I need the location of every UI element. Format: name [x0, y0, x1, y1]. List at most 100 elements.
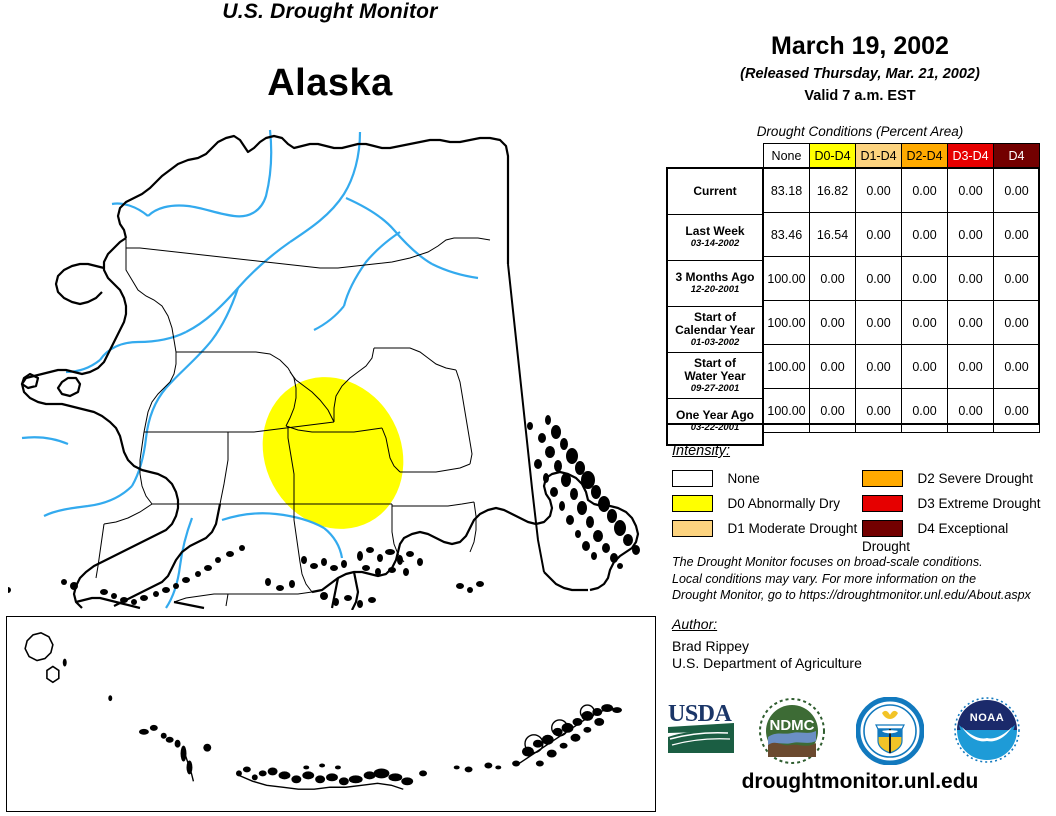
rivers	[21, 129, 479, 609]
legend-item-d3[interactable]: D3 Extreme Drought	[862, 495, 1041, 515]
aleutian-islands-inset[interactable]	[6, 616, 656, 812]
col-header-none: None	[763, 143, 810, 169]
legend-label: D0 Abnormally Dry	[727, 496, 840, 512]
col-header-d1d4: D1-D4	[855, 143, 902, 169]
aleutian-chain	[24, 631, 60, 684]
aleutian-islets	[62, 658, 622, 786]
row-label-3-months-ago: 3 Months Ago 12-20-2001	[667, 260, 763, 307]
table-row: 100.00 0.00 0.00 0.00 0.00 0.00	[763, 388, 1040, 433]
legend-item-d0[interactable]: D0 Abnormally Dry	[672, 495, 840, 515]
borough-boundaries	[95, 237, 491, 607]
row-label: Last Week	[685, 224, 745, 238]
report-date: March 19, 2002	[771, 32, 949, 60]
row-label-last-week: Last Week 03-14-2002	[667, 214, 763, 261]
row-label-one-year-ago: One Year Ago 03-22-2001	[667, 398, 763, 445]
alaska-main-map[interactable]	[8, 120, 660, 610]
table-row: 100.00 0.00 0.00 0.00 0.00 0.00	[763, 300, 1040, 345]
cell: 0.00	[993, 300, 1040, 345]
intensity-legend-title: Intensity:	[672, 443, 731, 459]
legend-item-d4[interactable]: D4 Exceptional Drought	[862, 520, 1056, 554]
table-row-labels: Current Last Week 03-14-2002 3 Months Ag…	[666, 167, 764, 446]
col-header-d3d4: D3-D4	[947, 143, 994, 169]
legend-swatch-d2	[862, 470, 903, 488]
noaa-logo[interactable]: NOAA	[954, 697, 1020, 763]
island-speckle	[8, 415, 640, 608]
cell: 100.00	[763, 256, 810, 301]
legend-swatch-d0	[672, 495, 713, 513]
svg-text:NDMC: NDMC	[770, 717, 815, 734]
cell: 16.54	[809, 212, 856, 257]
release-date: (Released Thursday, Mar. 21, 2002)	[740, 66, 980, 82]
cell: 0.00	[901, 300, 948, 345]
col-header-d2d4: D2-D4	[901, 143, 948, 169]
legend-item-d2[interactable]: D2 Severe Drought	[862, 470, 1033, 490]
table-caption: Drought Conditions (Percent Area)	[756, 124, 964, 139]
cell: 0.00	[901, 388, 948, 433]
svg-text:NOAA: NOAA	[970, 712, 1004, 724]
svg-text:USDA: USDA	[668, 701, 733, 727]
legend-swatch-none	[672, 470, 713, 488]
table-row: 100.00 0.00 0.00 0.00 0.00 0.00	[763, 256, 1040, 301]
notes-line-2: Local conditions may vary. For more info…	[672, 571, 977, 586]
cell: 0.00	[809, 388, 856, 433]
row-date: 01-03-2002	[690, 336, 740, 348]
cell: 0.00	[855, 388, 902, 433]
ndmc-logo[interactable]: NDMC	[758, 697, 826, 765]
alaska-coastline	[20, 134, 640, 610]
cell: 0.00	[809, 344, 856, 389]
legend-label: D2 Severe Drought	[917, 471, 1034, 487]
legend-label: D1 Moderate Drought	[727, 521, 858, 537]
commerce-seal-logo[interactable]	[855, 696, 925, 766]
legend-label: D4 Exceptional Drought	[862, 521, 1009, 555]
d0-drought-area	[262, 377, 404, 529]
cell: 0.00	[947, 300, 994, 345]
cell: 0.00	[809, 300, 856, 345]
logo-strip: USDA NDMC	[666, 696, 1046, 769]
row-label: Start of Calendar Year	[675, 309, 755, 337]
row-label-current: Current	[667, 168, 763, 215]
cell: 0.00	[947, 256, 994, 301]
cell: 100.00	[763, 388, 810, 433]
cell: 0.00	[901, 212, 948, 257]
map-subtitle: U.S. Drought Monitor	[222, 0, 438, 23]
legend-swatch-d1	[672, 520, 713, 538]
cell: 0.00	[993, 212, 1040, 257]
table-row: 83.46 16.54 0.00 0.00 0.00 0.00	[763, 212, 1040, 257]
legend-label: D3 Extreme Drought	[917, 496, 1041, 512]
drought-conditions-table: None D0-D4 D1-D4 D2-D4 D3-D4 D4 83.18 16…	[763, 143, 1040, 433]
cell: 0.00	[855, 300, 902, 345]
cell: 0.00	[993, 168, 1040, 213]
row-date: 09-27-2001	[690, 382, 740, 394]
cell: 0.00	[855, 212, 902, 257]
usda-logo[interactable]: USDA	[666, 697, 738, 759]
cell: 83.46	[763, 212, 810, 257]
cell: 0.00	[993, 388, 1040, 433]
row-label: 3 Months Ago	[675, 270, 755, 284]
cell: 0.00	[947, 388, 994, 433]
map-title: Alaska	[267, 62, 393, 104]
website-url[interactable]: droughtmonitor.unl.edu	[741, 770, 979, 793]
row-label: Current	[693, 184, 737, 198]
disclaimer-notes: The Drought Monitor focuses on broad-sca…	[672, 554, 1044, 604]
author-name: Brad Rippey	[672, 638, 750, 654]
cell: 0.00	[855, 168, 902, 213]
cell: 100.00	[763, 344, 810, 389]
cell: 0.00	[855, 256, 902, 301]
table-header-row: None D0-D4 D1-D4 D2-D4 D3-D4 D4	[763, 143, 1040, 169]
row-date: 03-22-2001	[690, 422, 740, 433]
legend-swatch-d3	[862, 495, 903, 513]
cell: 100.00	[763, 300, 810, 345]
notes-line-3: Drought Monitor, go to https://droughtmo…	[672, 588, 1031, 602]
row-date: 03-14-2002	[690, 238, 740, 249]
legend-item-d1[interactable]: D1 Moderate Drought	[672, 520, 857, 540]
col-header-d4: D4	[993, 143, 1040, 169]
table-row: 83.18 16.82 0.00 0.00 0.00 0.00	[763, 168, 1040, 213]
cell: 0.00	[993, 344, 1040, 389]
cell: 0.00	[947, 212, 994, 257]
legend-item-none[interactable]: None	[672, 470, 760, 490]
legend-swatch-d4	[862, 520, 903, 538]
cell: 0.00	[993, 256, 1040, 301]
row-label: One Year Ago	[675, 408, 755, 422]
cell: 16.82	[809, 168, 856, 213]
row-label: Start of Water Year	[684, 355, 746, 383]
